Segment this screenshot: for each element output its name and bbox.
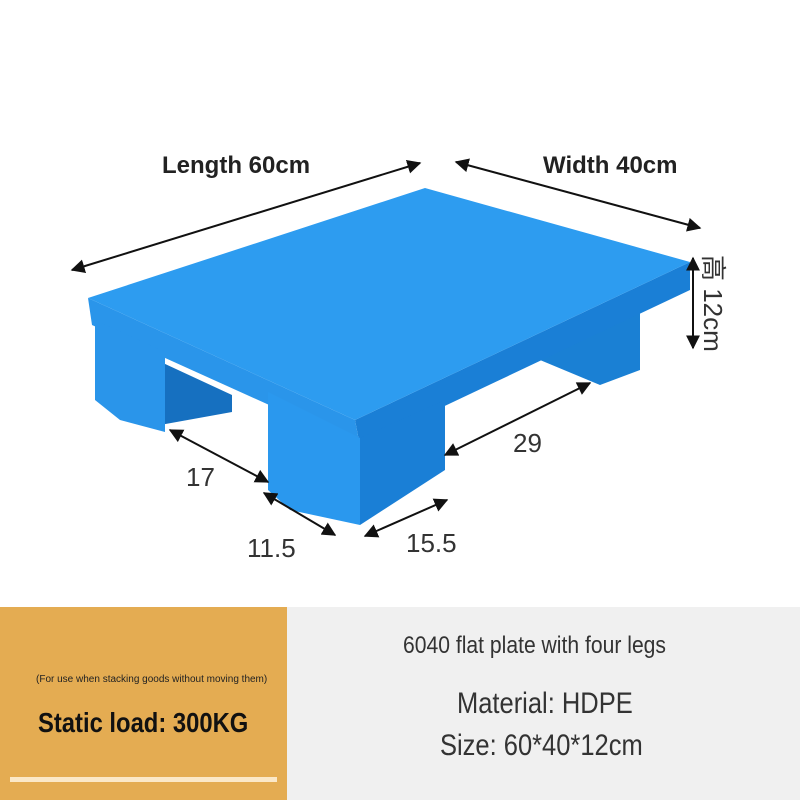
static-load: Static load: 300KG <box>38 707 249 738</box>
size: Size: 60*40*12cm <box>440 729 643 762</box>
model-name: 6040 flat plate with four legs <box>403 632 666 659</box>
load-panel: (For use when stacking goods without mov… <box>0 607 287 800</box>
pallet-right-face <box>355 262 690 446</box>
material: Material: HDPE <box>457 687 633 720</box>
pallet-illustration <box>70 158 702 538</box>
pallet <box>88 188 690 525</box>
leg-gap-right-label: 29 <box>513 428 542 458</box>
leg-gap-left-label: 17 <box>186 462 215 492</box>
height-label: 高 12cm <box>698 255 728 352</box>
length-label: Length 60cm <box>162 152 311 179</box>
leg-width-side-label: 15.5 <box>406 528 457 558</box>
pallet-center-leg-side <box>360 400 445 525</box>
width-label: Width 40cm <box>543 152 678 179</box>
pallet-top <box>88 188 690 420</box>
pallet-center-leg <box>268 392 360 525</box>
pallet-front-left-leg <box>95 320 165 432</box>
divider <box>10 777 277 782</box>
leg-width-front-label: 11.5 <box>247 533 296 563</box>
spec-panel: 6040 flat plate with four legs Material:… <box>287 607 800 800</box>
dimension-lines <box>70 158 702 538</box>
usage-note: (For use when stacking goods without mov… <box>36 674 268 685</box>
